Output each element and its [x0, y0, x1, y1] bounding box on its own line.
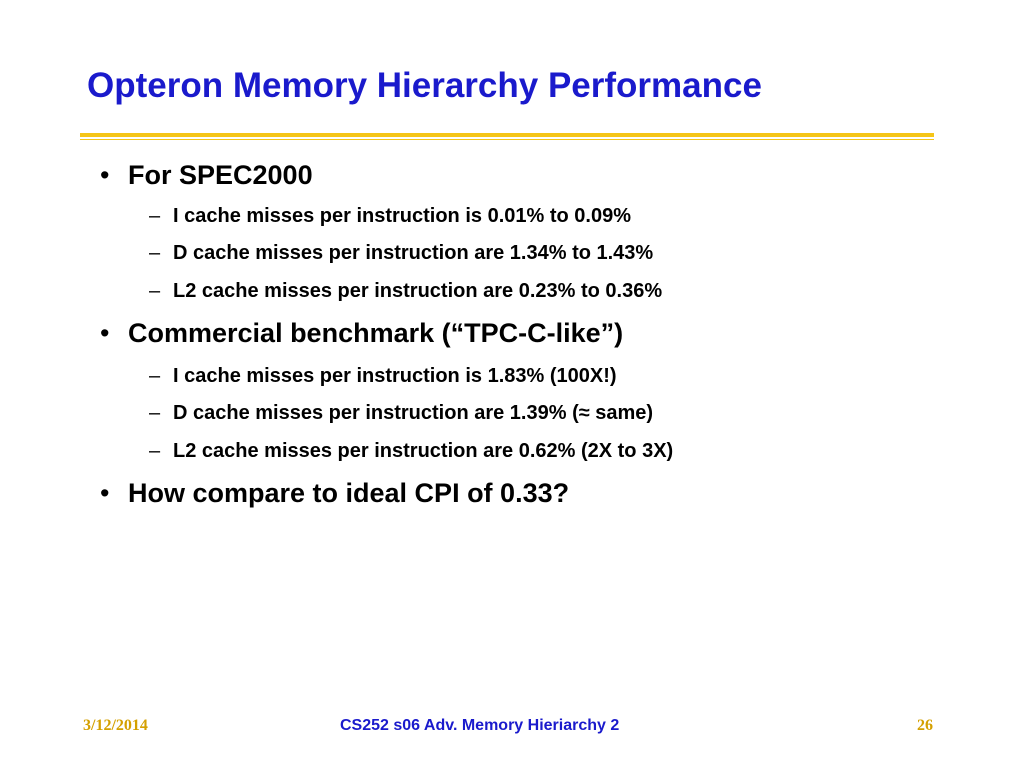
sub-bullet-text: I cache misses per instruction is 0.01% … — [173, 205, 631, 227]
title-divider-thin — [80, 139, 934, 140]
sub-bullet-text: D cache misses per instruction are 1.39%… — [173, 402, 654, 424]
bullet-text: Commercial benchmark (“TPC-C-like”) — [128, 318, 624, 348]
sub-bullet-text: L2 cache misses per instruction are 0.62… — [173, 440, 674, 462]
sub-bullet-item: – I cache misses per instruction is 1.83… — [149, 365, 617, 388]
slide-title: Opteron Memory Hierarchy Performance — [87, 66, 762, 105]
bullet-glyph: • — [100, 318, 110, 348]
bullet-item: • For SPEC2000 — [100, 160, 313, 191]
sub-bullet-glyph: – — [149, 402, 161, 424]
bullet-item: • How compare to ideal CPI of 0.33? — [100, 478, 570, 509]
bullet-glyph: • — [100, 160, 110, 190]
footer-course: CS252 s06 Adv. Memory Hieriarchy 2 — [340, 717, 620, 734]
title-divider — [80, 133, 934, 137]
sub-bullet-item: – D cache misses per instruction are 1.3… — [149, 402, 654, 425]
sub-bullet-glyph: – — [149, 280, 161, 302]
bullet-item: • Commercial benchmark (“TPC-C-like”) — [100, 318, 624, 349]
sub-bullet-text: I cache misses per instruction is 1.83% … — [173, 365, 617, 387]
sub-bullet-item: – L2 cache misses per instruction are 0.… — [149, 440, 674, 463]
page-number: 26 — [917, 717, 933, 734]
sub-bullet-text: L2 cache misses per instruction are 0.23… — [173, 280, 663, 302]
sub-bullet-glyph: – — [149, 365, 161, 387]
sub-bullet-text: D cache misses per instruction are 1.34%… — [173, 242, 654, 264]
sub-bullet-item: – D cache misses per instruction are 1.3… — [149, 242, 654, 265]
sub-bullet-glyph: – — [149, 205, 161, 227]
bullet-text: For SPEC2000 — [128, 160, 313, 190]
sub-bullet-glyph: – — [149, 242, 161, 264]
sub-bullet-glyph: – — [149, 440, 161, 462]
bullet-text: How compare to ideal CPI of 0.33? — [128, 478, 570, 508]
sub-bullet-item: – I cache misses per instruction is 0.01… — [149, 205, 631, 228]
sub-bullet-item: – L2 cache misses per instruction are 0.… — [149, 280, 663, 303]
footer-date: 3/12/2014 — [83, 717, 148, 734]
bullet-glyph: • — [100, 478, 110, 508]
